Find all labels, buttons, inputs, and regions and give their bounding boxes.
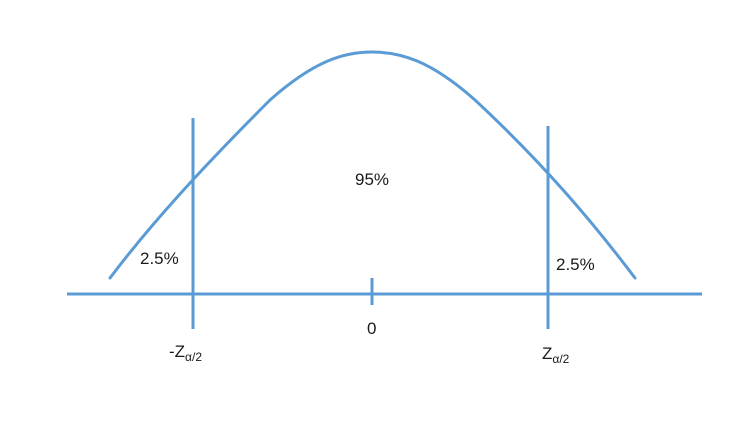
left-tail-area-label: 2.5% [140,249,179,268]
left-critical-prefix: -Z [169,342,186,361]
origin-label: 0 [367,319,377,338]
right-critical-prefix: Z [542,344,553,363]
center-area-label: 95% [355,170,390,189]
right-critical-subscript: α/2 [552,352,570,366]
right-critical-label: Zα/2 [542,345,569,365]
left-critical-label: -Zα/2 [169,343,202,363]
bell-curve [108,50,637,280]
left-critical-subscript: α/2 [185,350,202,364]
right-tail-area-label: 2.5% [556,255,595,274]
